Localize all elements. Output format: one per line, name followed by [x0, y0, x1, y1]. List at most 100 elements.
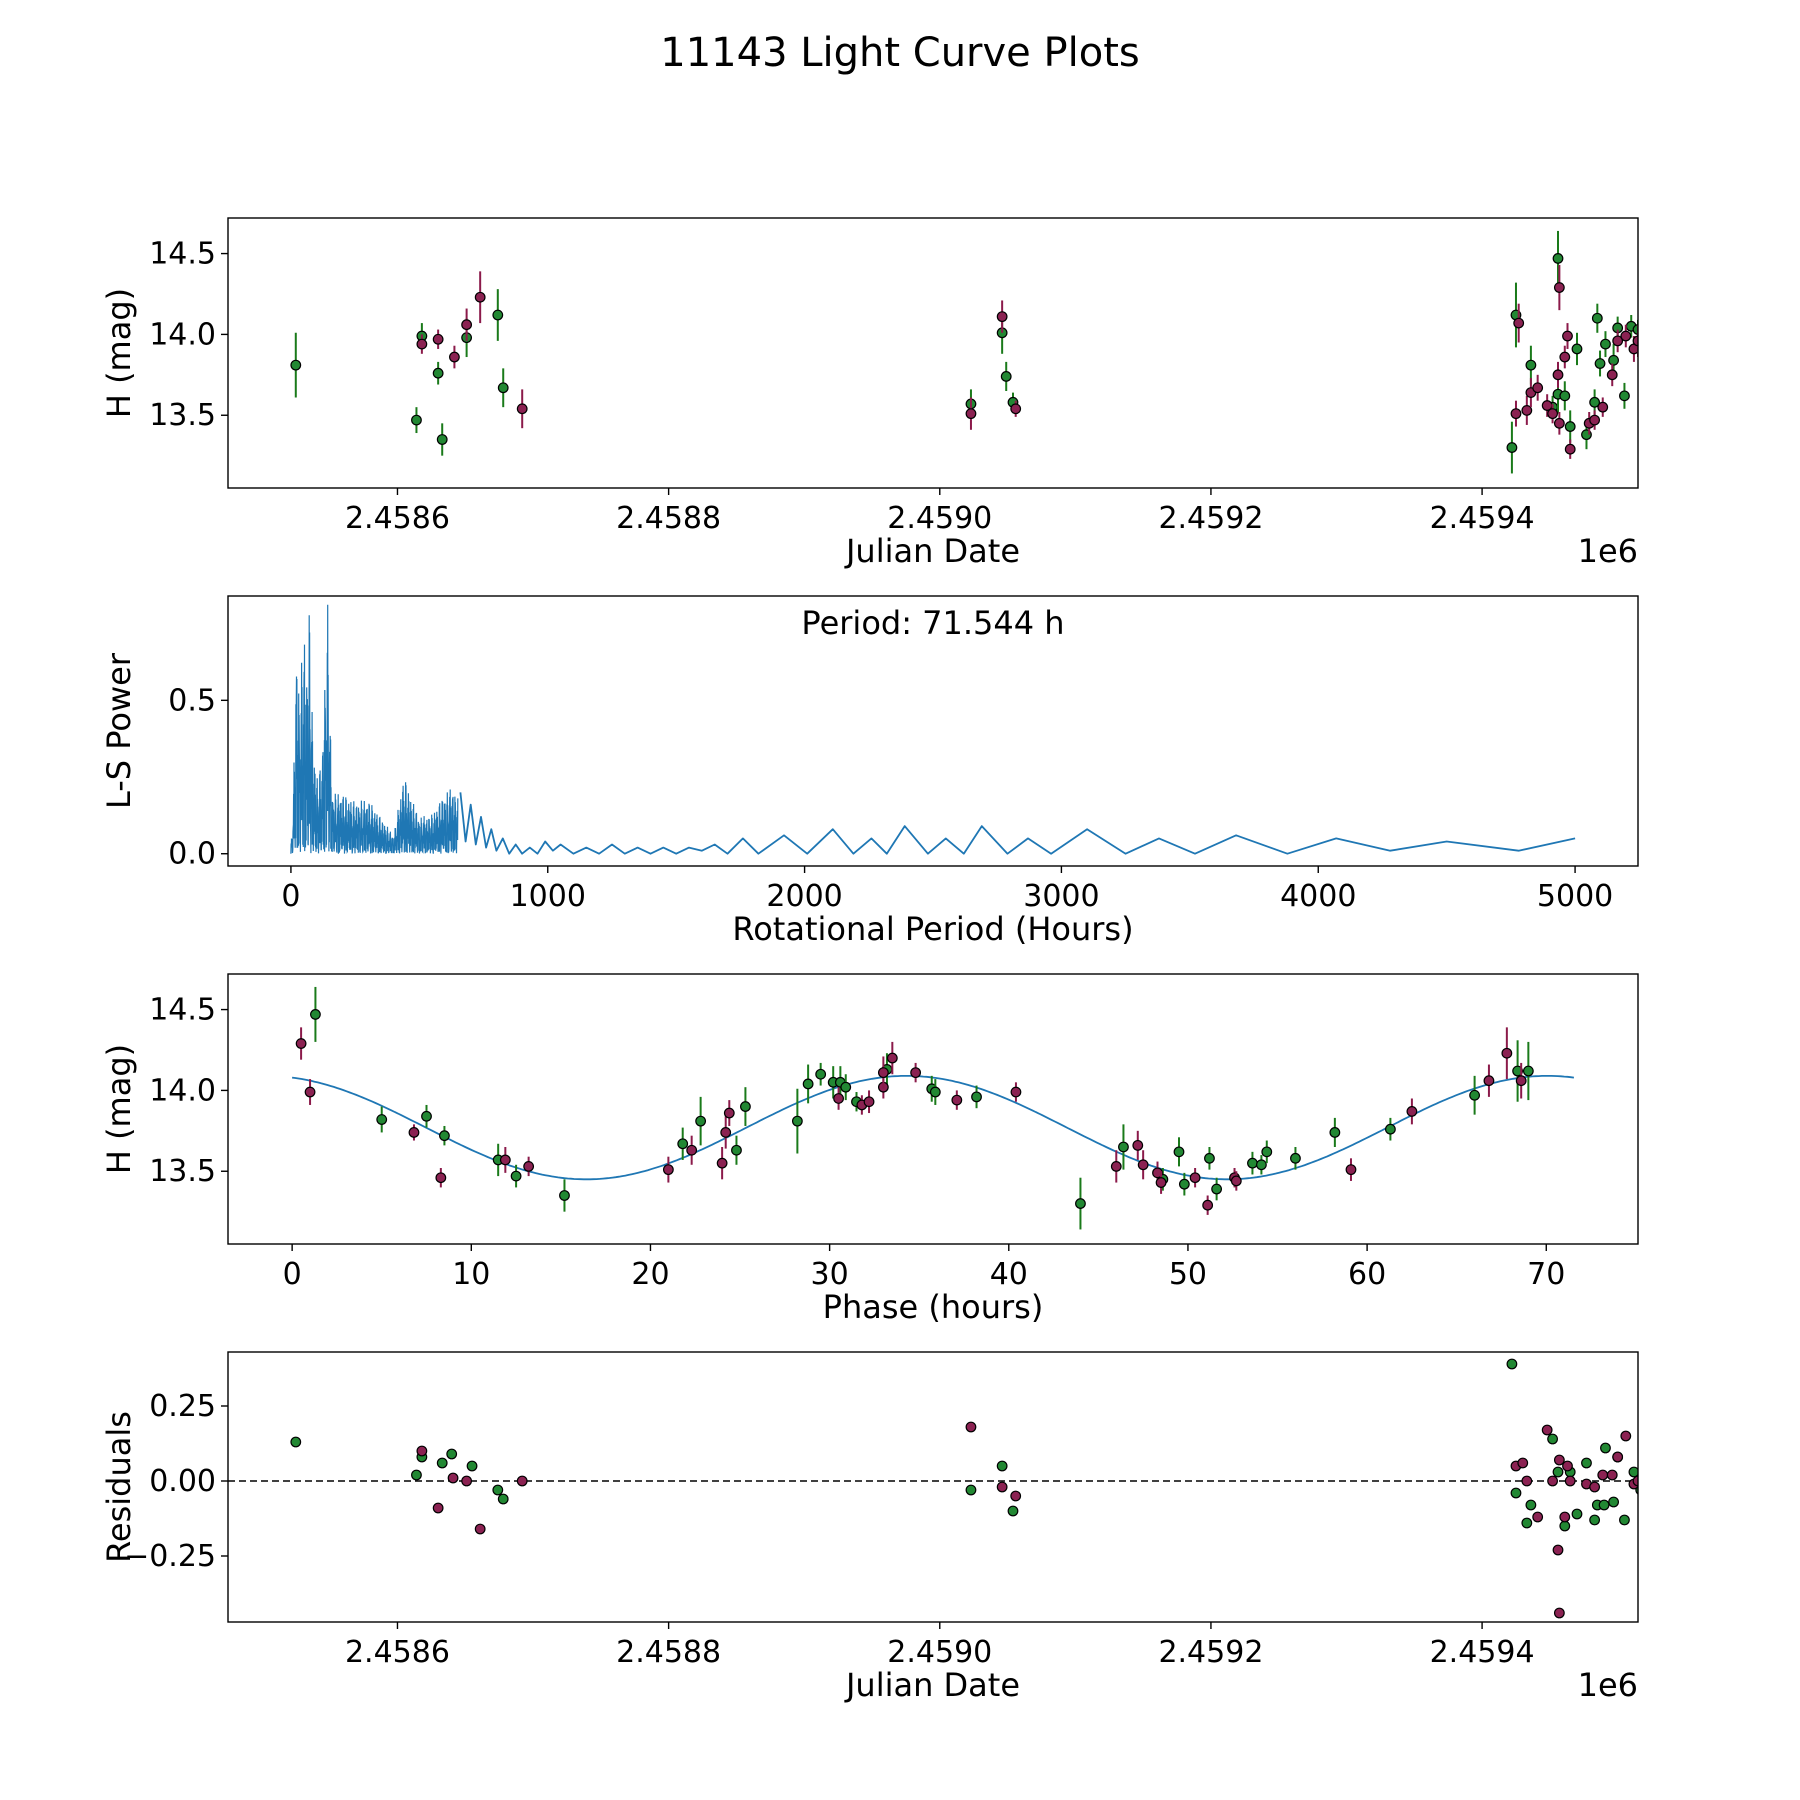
phased-point-green-30: [1256, 1159, 1267, 1171]
phased-point-magenta-7: [686, 1144, 698, 1156]
phased-point-magenta-2: [408, 1127, 420, 1138]
phased-point-magenta-15: [886, 1052, 898, 1064]
residuals-point-magenta-5: [516, 1475, 528, 1487]
phased-point-magenta-21: [1132, 1139, 1144, 1151]
residuals-xlabel: Julian Date: [844, 1666, 1020, 1704]
periodogram-panel: 0 1000 2000 3000 4000 5000 0.0 0.5 Rotational Pe…: [100, 595, 1639, 948]
periodogram-ytick-label-0: 0.0: [168, 837, 216, 872]
residuals-point-magenta-10: [1517, 1457, 1529, 1469]
lightcurve-point-magenta-8: [1010, 403, 1022, 415]
lightcurve-point-magenta-11: [1521, 404, 1533, 416]
residuals-point-green-24: [1600, 1442, 1611, 1454]
residuals-ytick-label-1: 0.00: [149, 1464, 216, 1499]
lightcurve-xtick-label-2: 2.4590: [887, 501, 992, 536]
residuals-xtick-label-3: 2.4592: [1158, 1635, 1263, 1670]
phased-point-magenta-22: [1137, 1159, 1149, 1171]
lightcurve-point-green-4: [436, 434, 448, 445]
phased-point-magenta-31: [1483, 1075, 1495, 1087]
phased-point-green-9: [731, 1144, 742, 1156]
phased-ytick-label-1: 14.0: [149, 1073, 216, 1108]
phased-point-green-26: [1178, 1178, 1190, 1190]
figure-title: 11143 Light Curve Plots: [660, 30, 1139, 76]
residuals-point-magenta-26: [1620, 1430, 1632, 1442]
phased-point-green-2: [421, 1110, 432, 1122]
phased-point-green-20: [929, 1086, 941, 1098]
residuals-point-green-1: [411, 1469, 422, 1481]
lightcurve-point-magenta-2: [449, 351, 460, 363]
residuals-point-magenta-3: [461, 1475, 473, 1487]
phased-point-magenta-3: [435, 1172, 447, 1184]
phased-point-magenta-9: [720, 1127, 732, 1138]
phased-xtick-label-6: 60: [1348, 1257, 1386, 1292]
residuals-point-magenta-7: [996, 1481, 1008, 1493]
residuals-point-magenta-4: [474, 1523, 486, 1535]
phased-point-magenta-26: [1202, 1199, 1214, 1211]
periodogram-power-tail: [459, 792, 1576, 855]
periodogram-xtick-label-4: 4000: [1280, 879, 1356, 914]
residuals-point-green-9: [996, 1460, 1008, 1472]
residuals-point-green-19: [1571, 1508, 1583, 1520]
phased-point-magenta-16: [877, 1067, 889, 1079]
residuals-xtick-label-0: 2.4586: [345, 1635, 450, 1670]
lightcurve-point-green-3: [432, 367, 444, 379]
lightcurve-point-green-14: [1525, 359, 1537, 371]
lightcurve-point-magenta-9: [1510, 408, 1522, 420]
lightcurve-xtick-label-3: 2.4592: [1158, 501, 1263, 536]
residuals-point-magenta-16: [1553, 1454, 1565, 1466]
residuals-point-green-5: [466, 1460, 478, 1472]
periodogram-xtick-label-5: 5000: [1537, 879, 1613, 914]
phased-point-green-13: [815, 1068, 827, 1080]
lightcurve-point-magenta-26: [1612, 335, 1624, 347]
phased-xtick-label-0: 0: [283, 1257, 302, 1292]
phased-xtick-label-7: 70: [1527, 1257, 1565, 1292]
phased-xtick-label-2: 20: [631, 1257, 669, 1292]
residuals-plot-area: [228, 1358, 1638, 1619]
phased-point-magenta-30: [1406, 1106, 1418, 1117]
phased-xtick-label-1: 10: [452, 1257, 490, 1292]
phased-point-magenta-13: [863, 1096, 875, 1108]
lightcurve-offset-label: 1e6: [1578, 532, 1638, 570]
phased-point-green-22: [1075, 1198, 1086, 1209]
residuals-point-green-17: [1559, 1520, 1571, 1532]
lightcurve-point-magenta-24: [1597, 401, 1609, 413]
phased-point-magenta-5: [523, 1160, 535, 1172]
phased-point-green-31: [1261, 1146, 1273, 1158]
lightcurve-point-magenta-1: [432, 333, 444, 345]
residuals-point-green-0: [290, 1436, 302, 1448]
residuals-point-magenta-0: [416, 1445, 428, 1457]
periodogram-annotation: Period: 71.544 h: [801, 604, 1064, 642]
lightcurve-point-magenta-5: [516, 403, 528, 415]
lightcurve-point-magenta-25: [1606, 369, 1618, 381]
lightcurve-point-green-12: [1506, 442, 1518, 453]
lightcurve-ylabel: H (mag): [100, 288, 138, 418]
phased-point-green-3: [439, 1130, 450, 1142]
phased-point-green-27: [1204, 1152, 1215, 1164]
periodogram-ylabel: L-S Power: [100, 652, 138, 809]
phased-xtick-label-5: 50: [1169, 1257, 1207, 1292]
phased-point-magenta-25: [1189, 1172, 1201, 1184]
periodogram-xtick-label-1: 1000: [510, 879, 586, 914]
lightcurve-point-magenta-18: [1553, 282, 1565, 293]
residuals-point-magenta-12: [1532, 1511, 1544, 1523]
residuals-point-green-28: [1628, 1466, 1638, 1478]
residuals-point-magenta-23: [1597, 1469, 1609, 1481]
periodogram-power-dense: [290, 604, 459, 855]
lightcurve-plot-area: [290, 230, 1638, 474]
lightcurve-point-magenta-15: [1547, 408, 1558, 420]
phased-point-magenta-8: [716, 1157, 728, 1169]
phased-point-magenta-11: [833, 1093, 844, 1104]
lightcurve-point-magenta-3: [461, 319, 473, 331]
lightcurve-point-magenta-23: [1589, 414, 1601, 426]
phased-point-green-21: [971, 1091, 982, 1103]
lightcurve-point-green-20: [1571, 343, 1583, 355]
phased-point-magenta-20: [1110, 1160, 1122, 1172]
lightcurve-point-green-7: [497, 382, 509, 394]
residuals-point-green-20: [1581, 1457, 1592, 1469]
phased-point-magenta-1: [304, 1086, 316, 1098]
phased-point-green-36: [1512, 1065, 1524, 1077]
residuals-point-magenta-20: [1564, 1475, 1576, 1487]
lightcurve-point-magenta-6: [965, 408, 977, 420]
lightcurve-point-magenta-13: [1532, 382, 1544, 394]
residuals-point-green-6: [492, 1484, 504, 1496]
